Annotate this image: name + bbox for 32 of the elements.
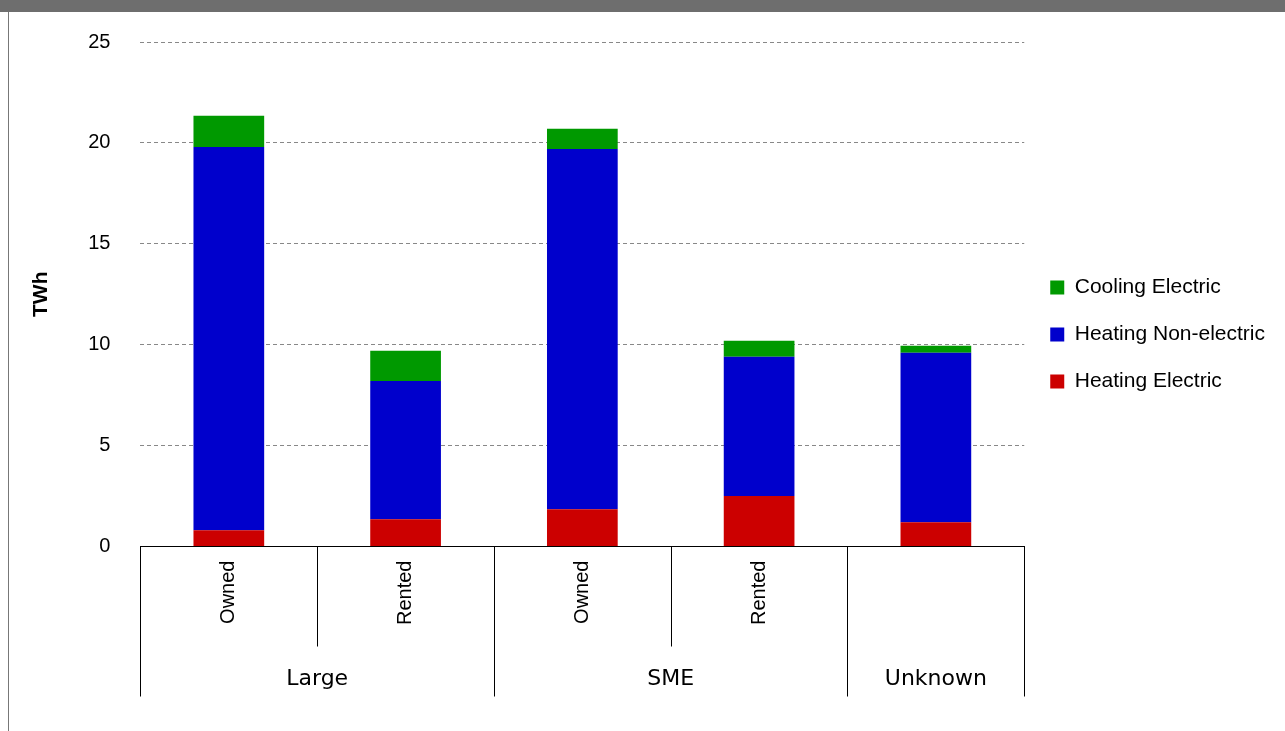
bar — [900, 522, 972, 547]
text: SME — [647, 665, 695, 691]
y-tick-label: 25 — [88, 29, 111, 52]
x-tick-label: Rented — [393, 560, 416, 626]
y-tick-label: 5 — [99, 433, 111, 456]
y-tick-label: 20 — [88, 130, 111, 153]
y-axis-title: TWh — [28, 271, 52, 317]
bar — [723, 356, 795, 497]
x-tick-label: Owned — [216, 560, 239, 624]
x-tick-label: Owned — [569, 560, 592, 624]
bar — [547, 509, 618, 547]
bar — [900, 345, 972, 353]
bar — [193, 146, 265, 531]
bar — [547, 148, 618, 510]
legend-label: Cooling Electric — [1074, 274, 1221, 298]
x-tick-label: Rented — [746, 560, 769, 626]
text: Large — [286, 665, 349, 691]
bar — [370, 381, 441, 520]
y-tick-label: 0 — [99, 534, 111, 557]
y-tick-label: 15 — [88, 231, 111, 254]
legend-label: Heating Non-electric — [1074, 321, 1266, 345]
bar — [723, 496, 795, 547]
text: Unknown — [884, 665, 987, 691]
bar — [193, 115, 265, 147]
bar — [900, 352, 972, 523]
bar — [193, 530, 265, 547]
legend-label: Heating Electric — [1074, 368, 1222, 392]
y-tick-label: 10 — [88, 332, 111, 355]
bar — [370, 519, 441, 547]
bar — [547, 128, 618, 149]
bar — [370, 350, 441, 382]
bar — [723, 340, 795, 357]
